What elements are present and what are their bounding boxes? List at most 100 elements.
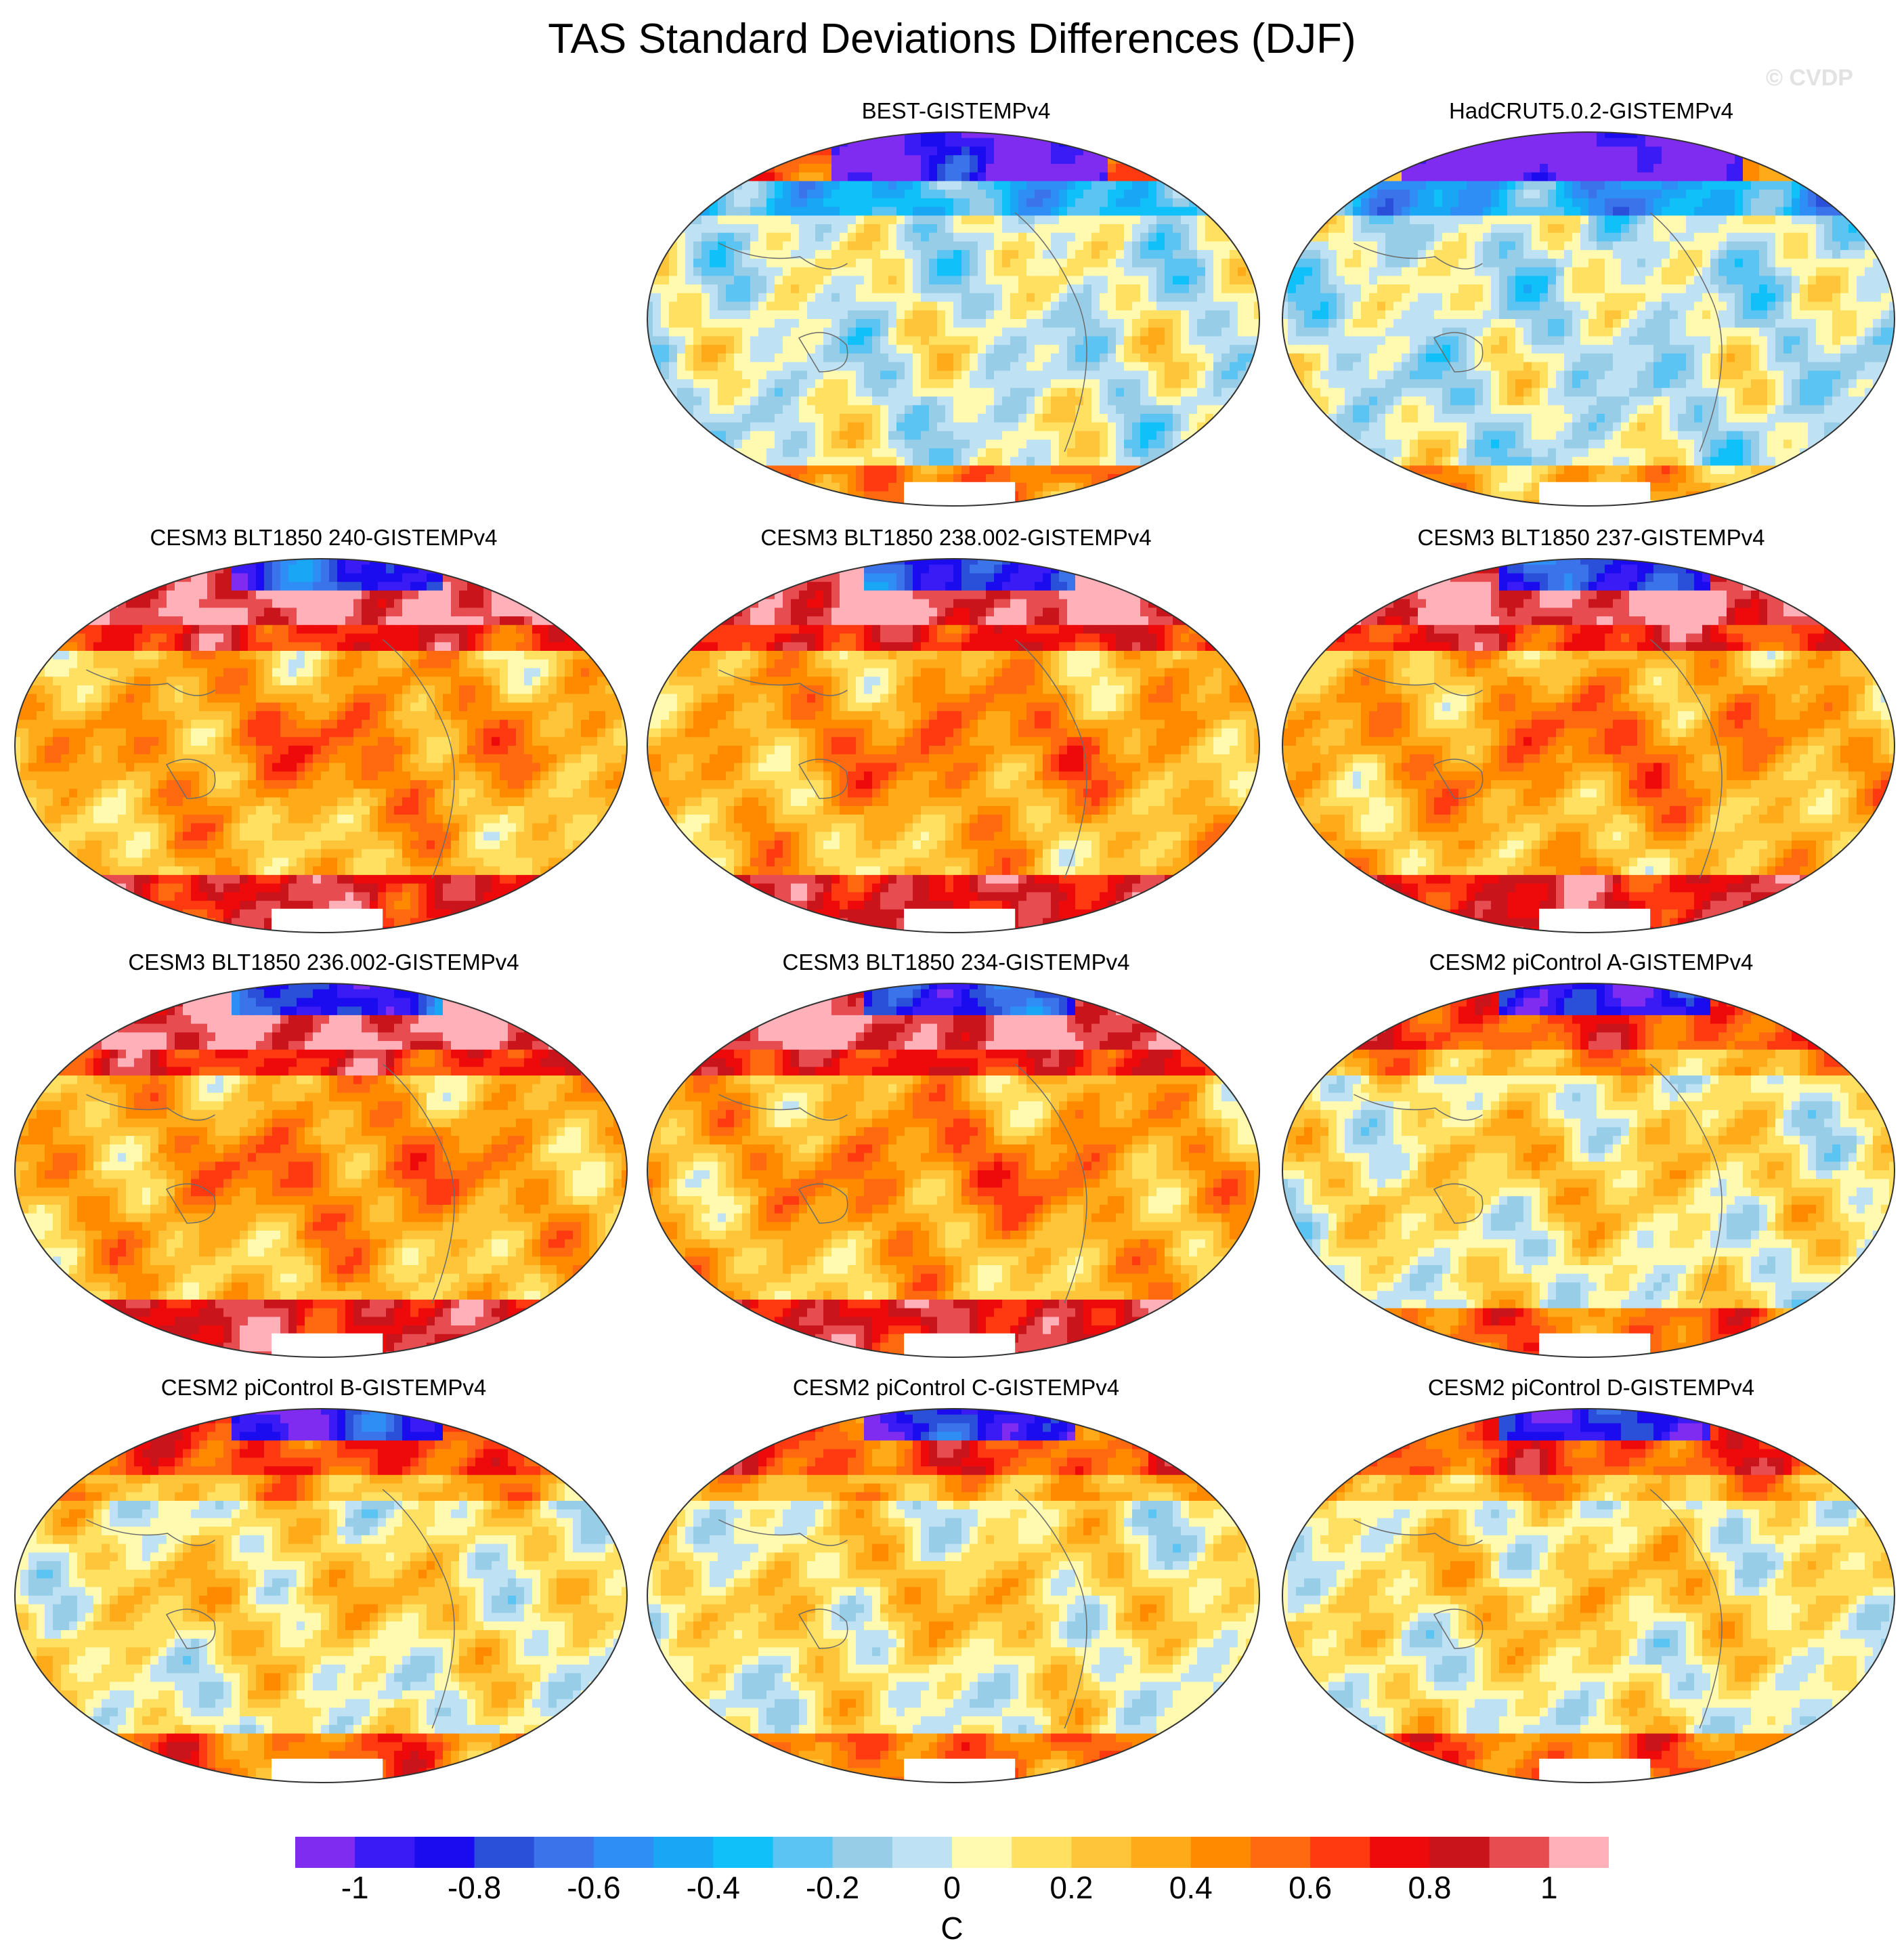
field-cell: [856, 396, 865, 406]
field-cell: [1328, 132, 1337, 139]
field-cell: [929, 353, 938, 363]
field-cell: [953, 379, 962, 389]
field-cell: [1393, 224, 1402, 234]
field-cell: [978, 353, 987, 363]
field-cell: [1067, 336, 1076, 345]
field-cell: [1124, 232, 1133, 242]
field-cell: [815, 422, 824, 431]
field-cell: [1156, 379, 1165, 389]
field-cell: [872, 422, 881, 431]
field-cell: [1645, 250, 1654, 259]
field-cell: [1140, 155, 1149, 165]
field-cell: [872, 500, 881, 506]
field-cell: [653, 448, 662, 458]
field-cell: [921, 172, 930, 182]
field-cell: [1246, 163, 1255, 173]
field-cell: [823, 422, 832, 431]
field-cell: [1662, 284, 1670, 294]
field-cell: [807, 190, 816, 199]
field-cell: [726, 474, 735, 484]
field-cell: [1035, 155, 1043, 165]
field-cell: [1426, 258, 1435, 268]
field-cell: [766, 198, 775, 208]
field-cell: [1865, 198, 1874, 208]
field-cell: [1434, 293, 1443, 303]
field-cell: [1213, 387, 1222, 398]
field-cell: [1475, 198, 1484, 208]
field-cell: [1124, 137, 1133, 147]
field-cell: [1361, 293, 1370, 303]
field-cell: [1108, 440, 1117, 449]
field-cell: [1662, 232, 1670, 242]
field-cell: [758, 431, 767, 440]
field-cell: [1173, 276, 1182, 285]
field-cell: [1083, 207, 1092, 216]
field-cell: [1702, 215, 1711, 225]
field-cell: [647, 163, 653, 173]
field-cell: [1353, 155, 1362, 165]
field-cell: [1091, 293, 1100, 303]
field-cell: [1051, 327, 1060, 337]
field-cell: [1458, 232, 1467, 242]
field-cell: [1775, 301, 1784, 311]
field-cell: [1002, 474, 1011, 484]
field-cell: [953, 241, 962, 251]
field-cell: [1759, 215, 1768, 225]
field-cell: [734, 422, 743, 431]
field-cell: [1637, 132, 1646, 139]
field-cell: [1800, 137, 1809, 147]
field-cell: [1873, 132, 1882, 139]
field-cell: [718, 301, 727, 311]
field-cell: [1369, 215, 1378, 225]
field-cell: [1165, 198, 1173, 208]
field-cell: [726, 224, 735, 234]
field-cell: [1124, 284, 1133, 294]
field-cell: [775, 207, 783, 216]
field-cell: [1213, 181, 1222, 190]
field-cell: [1483, 224, 1492, 234]
field-cell: [970, 267, 978, 276]
field-cell: [734, 198, 743, 208]
field-cell: [1588, 293, 1597, 303]
field-cell: [1282, 163, 1289, 173]
field-cell: [1254, 500, 1259, 506]
field-cell: [1018, 232, 1027, 242]
field-cell: [1564, 163, 1573, 173]
field-cell: [710, 190, 718, 199]
field-cell: [1889, 224, 1895, 234]
field-cell: [986, 465, 995, 475]
field-cell: [1067, 258, 1076, 268]
field-cell: [1213, 146, 1222, 156]
field-cell: [1653, 163, 1662, 173]
field-cell: [726, 241, 735, 251]
field-cell: [1499, 172, 1508, 182]
field-cell: [766, 293, 775, 303]
field-cell: [807, 387, 816, 398]
field-cell: [1629, 207, 1638, 216]
field-cell: [921, 276, 930, 285]
field-cell: [880, 232, 889, 242]
field-cell: [1100, 396, 1108, 406]
field-cell: [1783, 284, 1792, 294]
field-cell: [1670, 215, 1679, 225]
field-cell: [701, 250, 710, 259]
field-cell: [856, 405, 865, 414]
field-cell: [701, 132, 710, 139]
field-cell: [775, 491, 783, 500]
field-cell: [1402, 215, 1410, 225]
field-cell: [1181, 491, 1190, 500]
field-cell: [1165, 172, 1173, 182]
field-cell: [1075, 224, 1084, 234]
field-cell: [1075, 345, 1084, 354]
field-cell: [783, 456, 792, 466]
field-cell: [1467, 301, 1475, 311]
field-cell: [913, 181, 922, 190]
field-cell: [994, 215, 1003, 225]
field-cell: [726, 431, 735, 440]
field-cell: [1156, 155, 1165, 165]
field-cell: [1213, 190, 1222, 199]
field-cell: [1532, 163, 1540, 173]
field-cell: [1458, 172, 1467, 182]
field-cell: [1002, 422, 1011, 431]
field-cell: [1710, 224, 1719, 234]
